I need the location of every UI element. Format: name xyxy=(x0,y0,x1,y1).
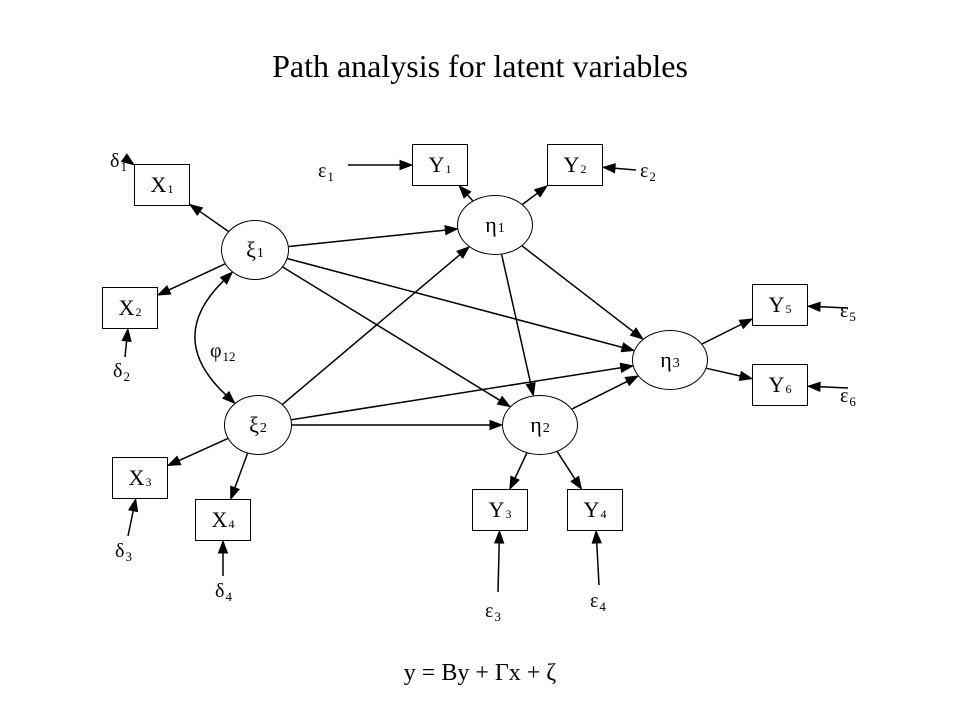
node-symbol: Y xyxy=(489,497,505,523)
node-symbol: Y xyxy=(429,152,445,178)
edge-layer xyxy=(0,0,960,720)
node-symbol: η xyxy=(660,347,672,373)
node-subscript: 4 xyxy=(600,507,606,522)
label-e6: ε6 xyxy=(840,385,856,408)
node-subscript: 3 xyxy=(673,356,680,372)
label-symbol: φ xyxy=(210,340,222,362)
label-symbol: ε xyxy=(318,160,326,182)
node-symbol: X xyxy=(212,507,228,533)
node-subscript: 1 xyxy=(498,221,505,237)
observed-Y5: Y5 xyxy=(752,284,808,326)
label-symbol: ε xyxy=(840,300,848,322)
label-d3: δ3 xyxy=(115,540,132,563)
label-d1: δ1 xyxy=(110,150,127,173)
label-symbol: δ xyxy=(115,540,124,562)
node-subscript: 1 xyxy=(257,246,264,262)
node-subscript: 3 xyxy=(145,475,151,490)
label-subscript: 5 xyxy=(849,309,856,324)
observed-X2: X2 xyxy=(102,287,158,329)
latent-eta1: η1 xyxy=(457,195,533,255)
label-symbol: ε xyxy=(485,600,493,622)
label-subscript: 2 xyxy=(649,169,656,184)
label-subscript: 6 xyxy=(849,394,856,409)
label-e2: ε2 xyxy=(640,160,656,183)
observed-Y6: Y6 xyxy=(752,364,808,406)
node-symbol: η xyxy=(485,212,497,238)
label-symbol: δ xyxy=(110,150,119,172)
latent-xi2: ξ2 xyxy=(224,395,292,455)
label-subscript: 4 xyxy=(599,599,606,614)
label-subscript: 12 xyxy=(223,349,236,364)
latent-eta3: η3 xyxy=(632,330,708,390)
label-symbol: ε xyxy=(590,590,598,612)
label-subscript: 2 xyxy=(123,369,130,384)
node-subscript: 2 xyxy=(543,421,550,437)
label-e3: ε3 xyxy=(485,600,501,623)
observed-X1: X1 xyxy=(134,164,190,206)
label-e5: ε5 xyxy=(840,300,856,323)
node-subscript: 2 xyxy=(260,421,267,437)
label-phi12: φ12 xyxy=(210,340,236,363)
observed-Y2: Y2 xyxy=(547,144,603,186)
label-subscript: 1 xyxy=(120,159,127,174)
observed-Y3: Y3 xyxy=(472,489,528,531)
node-subscript: 2 xyxy=(135,305,141,320)
label-symbol: ε xyxy=(640,160,648,182)
label-subscript: 3 xyxy=(125,549,132,564)
label-subscript: 1 xyxy=(327,169,334,184)
structural-equation: y = Βy + Γx + ζ xyxy=(0,660,960,687)
observed-X4: X4 xyxy=(195,499,251,541)
node-subscript: 5 xyxy=(785,302,791,317)
node-symbol: ξ xyxy=(246,237,256,263)
node-symbol: Y xyxy=(769,292,785,318)
label-symbol: δ xyxy=(113,360,122,382)
node-symbol: Y xyxy=(769,372,785,398)
latent-eta2: η2 xyxy=(502,395,578,455)
node-symbol: X xyxy=(151,172,167,198)
label-d4: δ4 xyxy=(215,580,232,603)
label-symbol: δ xyxy=(215,580,224,602)
node-subscript: 2 xyxy=(580,162,586,177)
node-symbol: η xyxy=(530,412,542,438)
node-subscript: 1 xyxy=(445,162,451,177)
label-e1: ε1 xyxy=(318,160,334,183)
observed-Y4: Y4 xyxy=(567,489,623,531)
node-symbol: X xyxy=(119,295,135,321)
node-symbol: Y xyxy=(584,497,600,523)
node-symbol: X xyxy=(129,465,145,491)
observed-Y1: Y1 xyxy=(412,144,468,186)
node-symbol: Y xyxy=(564,152,580,178)
page-title: Path analysis for latent variables xyxy=(0,48,960,85)
label-subscript: 4 xyxy=(225,589,232,604)
latent-xi1: ξ1 xyxy=(221,220,289,280)
node-symbol: ξ xyxy=(249,412,259,438)
label-e4: ε4 xyxy=(590,590,606,613)
diagram-canvas: Path analysis for latent variables ξ1ξ2η… xyxy=(0,0,960,720)
node-subscript: 6 xyxy=(785,382,791,397)
label-subscript: 3 xyxy=(494,609,501,624)
label-d2: δ2 xyxy=(113,360,130,383)
node-subscript: 1 xyxy=(167,182,173,197)
label-symbol: ε xyxy=(840,385,848,407)
node-subscript: 4 xyxy=(228,517,234,532)
observed-X3: X3 xyxy=(112,457,168,499)
node-subscript: 3 xyxy=(505,507,511,522)
